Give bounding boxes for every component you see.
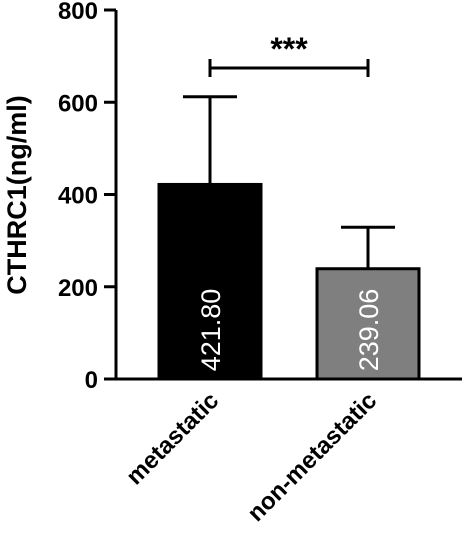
y-tick-label: 800 — [58, 0, 98, 25]
y-axis-label: CTHRC1(ng/ml) — [2, 95, 32, 294]
bar-metastatic — [157, 182, 263, 381]
category-label-metastatic: metastatic — [121, 387, 224, 490]
y-tick-label: 0 — [85, 367, 98, 394]
error-bars — [183, 95, 395, 269]
data-label-metastatic: 421.80 — [196, 289, 226, 372]
y-ticks: 0 200 400 600 800 — [58, 0, 116, 394]
y-tick-label: 600 — [58, 90, 98, 117]
category-labels: metastatic non-metastatic — [121, 387, 382, 527]
y-tick-label: 200 — [58, 275, 98, 302]
category-label-non-metastatic: non-metastatic — [242, 387, 382, 527]
bars — [157, 182, 421, 381]
data-labels: 421.80 239.06 — [196, 289, 384, 372]
bar-non-metastatic — [315, 267, 421, 381]
data-label-non-metastatic: 239.06 — [354, 289, 384, 372]
y-tick-label: 400 — [58, 183, 98, 210]
significance-label: *** — [270, 31, 308, 67]
significance-bracket: *** — [208, 31, 370, 77]
